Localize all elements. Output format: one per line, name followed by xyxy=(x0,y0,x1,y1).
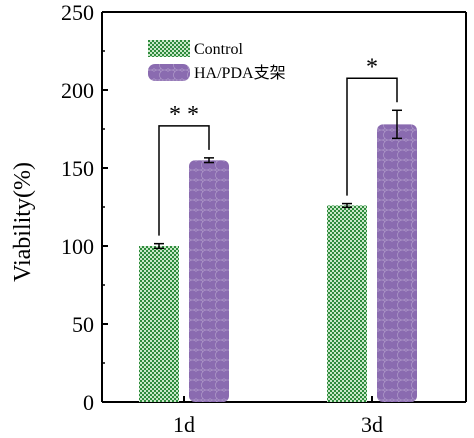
legend-swatch xyxy=(148,40,190,57)
bars xyxy=(139,124,417,402)
y-axis-title: Viability(%) xyxy=(10,162,36,282)
x-tick-label: 1d xyxy=(173,412,195,437)
legend-label: HA/PDA支架 xyxy=(194,64,286,82)
bar-ha-pda-3d xyxy=(377,124,417,402)
significance-markers: * * * xyxy=(158,54,398,236)
legend-label: Control xyxy=(194,41,243,58)
error-bars xyxy=(154,109,402,250)
significance-label: * * xyxy=(169,102,199,128)
bar-ha-pda-1d xyxy=(189,160,229,402)
bar-control-1d xyxy=(139,246,179,402)
ticks: 0 50 100 150 200 250 1d 3d xyxy=(61,0,383,437)
significance-bracket xyxy=(158,125,210,236)
y-tick-label: 50 xyxy=(72,312,94,337)
y-tick-label: 0 xyxy=(83,390,94,415)
significance-label: * xyxy=(366,54,378,80)
y-tick-label: 250 xyxy=(61,0,94,25)
y-tick-label: 200 xyxy=(61,78,94,103)
legend: Control HA/PDA支架 xyxy=(148,40,286,82)
y-tick-label: 150 xyxy=(61,156,94,181)
legend-swatch xyxy=(148,64,190,81)
x-tick-label: 3d xyxy=(361,412,383,437)
y-tick-label: 100 xyxy=(61,234,94,259)
significance-bracket xyxy=(346,77,398,196)
bar-control-3d xyxy=(327,205,367,402)
